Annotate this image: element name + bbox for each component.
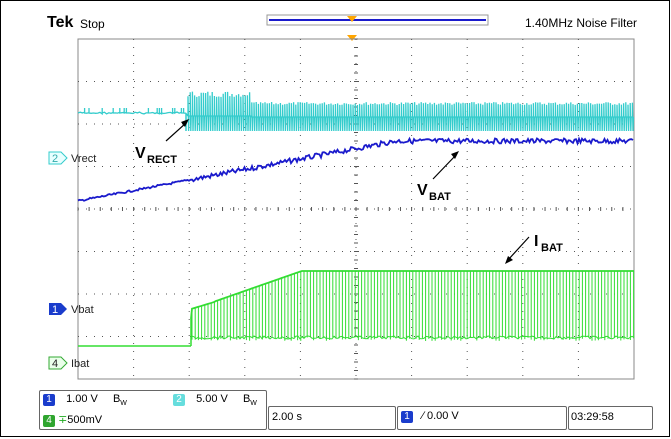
graticule (77, 38, 635, 380)
traces (77, 91, 635, 347)
svg-text:4: 4 (52, 358, 58, 370)
ch4-offset-icon: ∓ (58, 414, 68, 426)
trigger-panel (397, 406, 567, 430)
ch2-label: Vrect (71, 153, 96, 165)
timebase-readout: 2.00 s (272, 411, 302, 423)
rising-edge-icon: ∕ (422, 410, 424, 422)
trigger-position-icon (347, 16, 357, 22)
clock-readout: 03:29:58 (571, 411, 614, 423)
timebase-panel (268, 406, 396, 430)
ch4-label: Ibat (71, 358, 89, 370)
svg-text:1: 1 (52, 304, 58, 316)
ibat-envelope (190, 270, 634, 320)
brand-logo: Tek (47, 14, 74, 31)
clock-panel (568, 406, 653, 430)
ch1-marker: 1 (49, 303, 67, 316)
channel-scale-panel (39, 390, 267, 430)
svg-text:RECT: RECT (147, 154, 177, 166)
ch2-badge: 2 (173, 394, 185, 406)
svg-text:I: I (534, 233, 538, 250)
vbat-annotation: V BAT (417, 151, 459, 203)
trigger-readout: 1 ∕ 0.00 V (401, 410, 459, 423)
ch1-badge: 1 (43, 394, 55, 406)
ch4-marker: 4 (48, 356, 68, 370)
ibat-lower (190, 335, 635, 340)
vbat-trace (77, 136, 634, 202)
ibat-annotation: I BAT (505, 233, 563, 264)
ch2-scale-readout: 2 5.00 V BW (173, 393, 257, 407)
svg-text:V: V (417, 182, 428, 199)
ch1-bw-icon: BW (112, 393, 127, 408)
svg-text:BAT: BAT (429, 191, 451, 203)
record-view-bar (266, 14, 489, 26)
trigger-marker-icon (347, 35, 357, 41)
ch4-badge: 4 (43, 415, 55, 427)
run-state: Stop (80, 17, 105, 31)
svg-text:BAT: BAT (541, 242, 563, 254)
filter-readout: 1.40MHz Noise Filter (525, 16, 638, 30)
ch2-marker: 2 (48, 151, 68, 165)
ch2-bw-icon: BW (242, 393, 257, 408)
trigger-source-badge: 1 (401, 411, 413, 423)
ch1-label: Vbat (71, 304, 94, 316)
svg-text:2: 2 (52, 153, 58, 165)
vrect-annotation: V RECT (135, 119, 189, 166)
vrect-trace (77, 91, 635, 132)
svg-text:V: V (135, 145, 146, 162)
ibat-pulses (191, 271, 635, 341)
ch1-scale-readout: 1 1.00 V BW (43, 393, 127, 407)
ch4-scale-readout: 4 ∓500mV (43, 413, 102, 427)
